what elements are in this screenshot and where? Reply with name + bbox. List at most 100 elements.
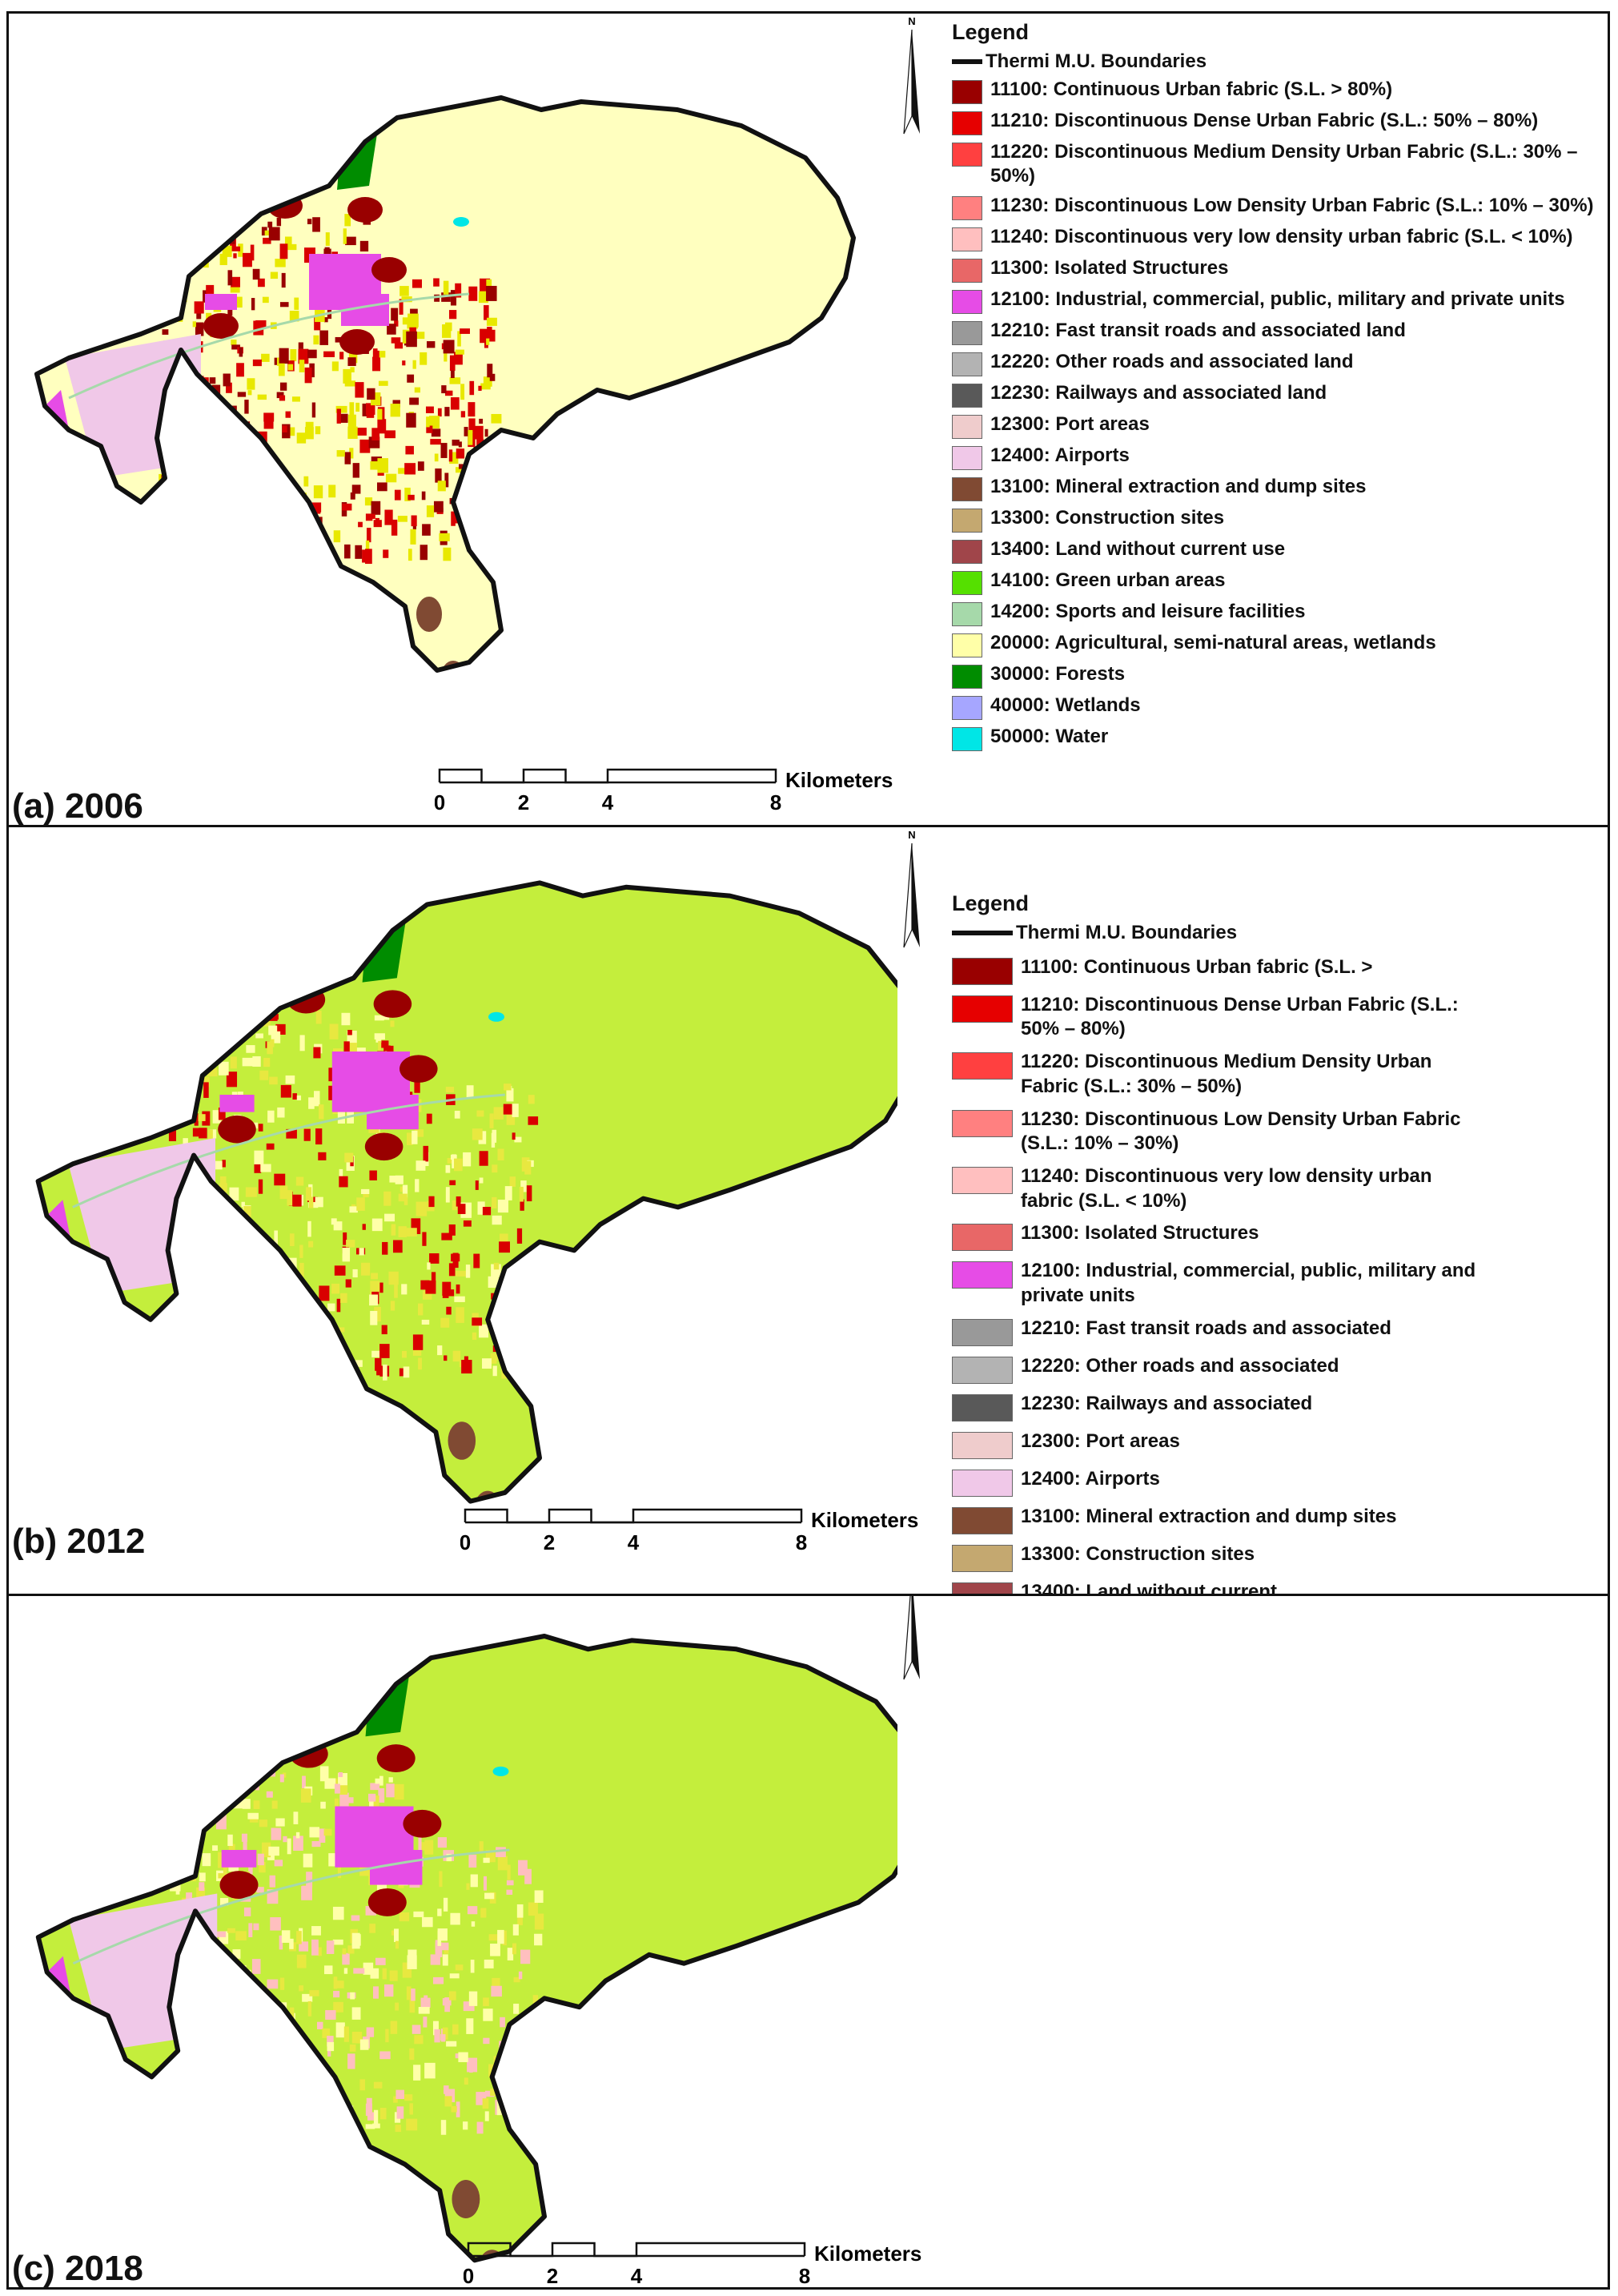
legend-label: 40000: Wetlands [990,694,1141,717]
legend-label: 11300: Isolated Structures [1021,1222,1259,1245]
legend-label: 11210: Discontinuous Dense Urban Fabric … [990,109,1539,131]
legend-swatch [952,111,982,135]
legend-label: 20000: Agricultural, semi-natural areas,… [990,632,1436,654]
scale-tick-label: 8 [799,2264,810,2288]
legend-label: 14100: Green urban areas [990,569,1226,592]
panel-label: (a) 2006 [12,786,143,826]
legend-label: 12210: Fast transit roads and associated [1021,1317,1391,1339]
map-panel-2012: N 0 2 4 8 Kilometers (b) 2012 Legend Thermi M… [6,825,1610,1594]
legend-swatch [952,1318,1013,1346]
legend-label: Thermi M.U. Boundaries [986,50,1207,72]
legend: Legend Thermi M.U. Boundaries 11100: Conti… [952,20,1608,756]
scale-tick-label: 4 [628,1530,640,1554]
north-label: N [908,15,915,27]
legend-label: 11230: Discontinuous Low Density Urban F… [1021,1108,1461,1155]
legend-label: 12400: Airports [990,444,1130,467]
legend-item: 11100: Continuous Urban fabric (S.L. > [952,955,1480,985]
legend-item: 12210: Fast transit roads and associated [952,1317,1480,1346]
legend-swatch [952,633,982,658]
boundary-line-symbol [952,931,1013,936]
legend-swatch [952,446,982,471]
legend-swatch [952,1052,1013,1080]
legend-item: 20000: Agricultural, semi-natural areas,… [952,631,1608,658]
legend-label: 11100: Continuous Urban fabric (S.L. > [1021,955,1373,978]
legend-swatch [952,571,982,596]
legend-item: 11100: Continuous Urban fabric (S.L. > 8… [952,78,1608,104]
scale-tick-label: 0 [460,1530,471,1554]
scale-bar: 0 2 4 8 Kilometers [463,2237,960,2288]
legend-item: 12210: Fast transit roads and associated… [952,319,1608,346]
legend-label: 12100: Industrial, commercial, public, m… [1021,1260,1476,1307]
legend-swatch [952,1109,1013,1137]
legend-swatch [952,142,982,167]
legend-swatch [952,477,982,502]
legend-item: 11220: Discontinuous Medium Density Urba… [952,140,1608,189]
legend-label: 13400: Land without current use [990,538,1286,561]
legend-item: 40000: Wetlands [952,694,1608,721]
legend-swatch [952,259,982,283]
legend-label: 11230: Discontinuous Low Density Urban F… [990,195,1594,217]
legend-label: 12300: Port areas [1021,1429,1180,1452]
legend-item: 13100: Mineral extraction and dump sites [952,1505,1480,1534]
legend-label: 12300: Port areas [990,413,1150,436]
legend-item: 50000: Water [952,725,1608,752]
legend-label: 14200: Sports and leisure facilities [990,601,1306,623]
legend-swatch [952,696,982,721]
legend-label: 50000: Water [990,726,1109,748]
legend-item: 12230: Railways and associated land [952,381,1608,408]
legend-item: 13300: Construction sites [952,506,1608,533]
legend-label: 13300: Construction sites [990,507,1225,529]
legend-label: 11100: Continuous Urban fabric (S.L. > 8… [990,78,1393,100]
legend-item: 12220: Other roads and associated land [952,350,1608,377]
boundary-line-symbol [952,59,982,65]
scale-tick-label: 8 [796,1530,807,1554]
scale-unit-label: Kilometers [814,2242,921,2266]
legend-swatch [952,1356,1013,1384]
legend-label: 11220: Discontinuous Medium Density Urba… [990,140,1578,187]
legend-swatch [952,995,1013,1023]
legend-swatch [952,384,982,408]
legend-swatch [952,957,1013,985]
legend-item: 12400: Airports [952,444,1608,471]
legend-item: 30000: Forests [952,662,1608,690]
legend-item: 11220: Discontinuous Medium Density Urba… [952,1050,1480,1099]
legend-label: 13400: Land without current [1021,1580,1278,1594]
legend-label: 12230: Railways and associated [1021,1392,1313,1414]
legend-item: 11240: Discontinuous very low density ur… [952,225,1608,252]
legend-item-boundary: Thermi M.U. Boundaries [952,50,1608,74]
scale-tick-label: 8 [770,790,781,814]
legend-label: 12220: Other roads and associated [1021,1354,1339,1377]
legend-swatch [952,665,982,690]
legend-swatch [952,1506,1013,1534]
legend-swatch [952,727,982,752]
north-arrow: N [896,14,928,154]
legend-swatch [952,321,982,346]
legend-item: 11210: Discontinuous Dense Urban Fabric … [952,993,1480,1042]
legend-swatch [952,1261,1013,1289]
legend-label: 11300: Isolated Structures [990,257,1229,279]
panel-label: (b) 2012 [12,1522,146,1561]
legend-label: 13100: Mineral extraction and dump sites [990,476,1367,498]
legend-item: 11300: Isolated Structures [952,1221,1480,1252]
legend-item: 11300: Isolated Structures [952,256,1608,283]
legend-swatch [952,352,982,377]
north-arrow-icon: N [903,1596,920,1680]
legend-label: 13300: Construction sites [1021,1542,1255,1565]
legend-item: 13100: Mineral extraction and dump sites [952,475,1608,502]
legend-item: 11230: Discontinuous Low Density Urban F… [952,1108,1480,1156]
legend-label: 11240: Discontinuous very low density ur… [1021,1165,1432,1212]
legend-label: 12210: Fast transit roads and associated… [990,320,1406,342]
legend-swatch [952,1544,1013,1572]
legend-item: 13400: Land without current [952,1580,1480,1594]
legend-title: Legend [952,20,1030,44]
legend-swatch [952,415,982,440]
scale-tick-label: 2 [518,790,529,814]
legend-item: 11240: Discontinuous very low density ur… [952,1164,1480,1213]
legend-label: 12220: Other roads and associated land [990,351,1354,373]
legend-label: Thermi M.U. Boundaries [1016,922,1238,943]
legend-swatch [952,196,982,221]
scale-tick-label: 0 [435,790,445,814]
legend-item-boundary: Thermi M.U. Boundaries [952,921,1480,946]
legend-title: Legend [952,891,1030,915]
